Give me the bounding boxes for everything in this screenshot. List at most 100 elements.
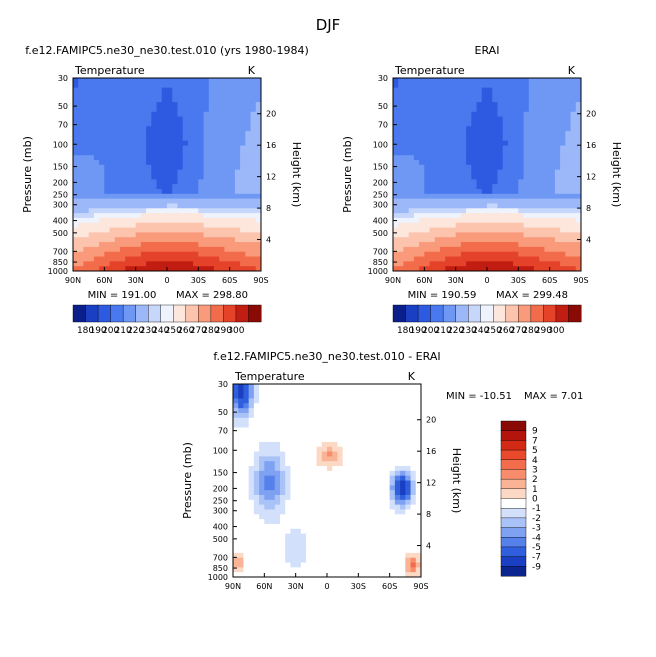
field-cell — [353, 523, 359, 530]
field-cell — [255, 251, 261, 258]
field-cell — [140, 193, 147, 200]
field-cell — [450, 106, 457, 113]
field-cell — [410, 417, 417, 424]
field-cell — [471, 208, 478, 214]
field-cell — [161, 150, 168, 156]
field-cell — [497, 184, 504, 190]
field-cell — [208, 256, 215, 262]
field-cell — [285, 432, 292, 438]
field-cell — [460, 121, 467, 127]
field-cell — [285, 441, 292, 448]
field-cell — [410, 514, 417, 520]
field-cell — [476, 121, 483, 127]
field-cell — [440, 193, 446, 200]
field-cell — [405, 412, 412, 419]
field-cell — [393, 116, 399, 123]
field-cell — [248, 494, 255, 501]
field-cell — [363, 523, 370, 530]
field-cell — [156, 145, 163, 151]
y-tick-label: 70 — [58, 121, 68, 130]
field-cell — [120, 174, 126, 180]
field-cell — [233, 456, 239, 462]
field-cell — [104, 150, 111, 156]
field-cell — [424, 87, 431, 94]
field-cell — [549, 155, 556, 161]
field-cell — [424, 179, 431, 185]
field-cell — [224, 179, 231, 185]
field-cell — [466, 193, 472, 200]
field-cell — [544, 106, 551, 113]
field-cell — [250, 126, 257, 132]
field-cell — [379, 538, 386, 544]
field-cell — [570, 82, 577, 89]
field-cell — [130, 116, 137, 123]
field-cell — [560, 222, 566, 229]
field-cell — [285, 427, 292, 433]
field-cell — [182, 126, 189, 132]
field-cell — [269, 494, 276, 501]
field-cell — [161, 184, 168, 190]
field-cell — [384, 494, 391, 501]
field-cell — [321, 562, 328, 568]
field-cell — [316, 557, 323, 564]
field-cell — [487, 198, 493, 205]
field-cell — [347, 437, 354, 443]
field-cell — [398, 203, 405, 209]
field-cell — [151, 203, 158, 209]
field-cell — [182, 208, 189, 214]
field-cell — [523, 232, 530, 238]
colorbar-swatch — [500, 478, 527, 490]
field-cell — [234, 106, 241, 113]
field-cell — [203, 222, 210, 229]
min-label: MIN = 191.00 — [88, 290, 157, 301]
field-cell — [245, 145, 252, 151]
field-cell — [208, 131, 215, 137]
field-cell — [342, 552, 349, 559]
field-cell — [492, 155, 499, 161]
field-cell — [114, 217, 121, 224]
field-cell — [253, 523, 260, 530]
field-cell — [269, 408, 276, 414]
field-cell — [146, 102, 152, 108]
field-cell — [565, 145, 572, 151]
field-cell — [140, 150, 147, 156]
field-cell — [214, 213, 220, 219]
field-cell — [250, 179, 257, 185]
field-cell — [415, 572, 421, 577]
field-cell — [280, 388, 286, 395]
field-cell — [419, 242, 425, 248]
field-cell — [229, 242, 236, 248]
field-cell — [83, 232, 90, 238]
field-cell — [224, 217, 231, 224]
field-cell — [554, 261, 561, 267]
field-cell — [229, 102, 236, 108]
field-cell — [120, 203, 126, 209]
field-cell — [93, 213, 100, 219]
field-cell — [575, 217, 581, 224]
field-cell — [347, 528, 354, 535]
field-cell — [332, 470, 339, 477]
field-cell — [413, 145, 420, 151]
field-cell — [135, 106, 142, 113]
field-cell — [109, 116, 116, 123]
field-cell — [327, 562, 333, 568]
field-cell — [403, 150, 410, 156]
field-cell — [415, 408, 421, 414]
field-cell — [161, 193, 168, 200]
field-cell — [384, 499, 391, 506]
field-cell — [245, 242, 252, 248]
field-cell — [99, 184, 105, 190]
field-cell — [321, 480, 328, 486]
field-cell — [539, 92, 546, 98]
field-cell — [156, 246, 163, 253]
field-cell — [187, 227, 194, 233]
field-cell — [120, 78, 126, 84]
field-cell — [415, 519, 421, 525]
field-cell — [413, 246, 420, 253]
field-cell — [187, 111, 194, 118]
field-cell — [104, 174, 111, 180]
field-cell — [429, 217, 436, 224]
field-cell — [523, 198, 530, 205]
field-cell — [234, 203, 241, 209]
field-cell — [311, 432, 318, 438]
